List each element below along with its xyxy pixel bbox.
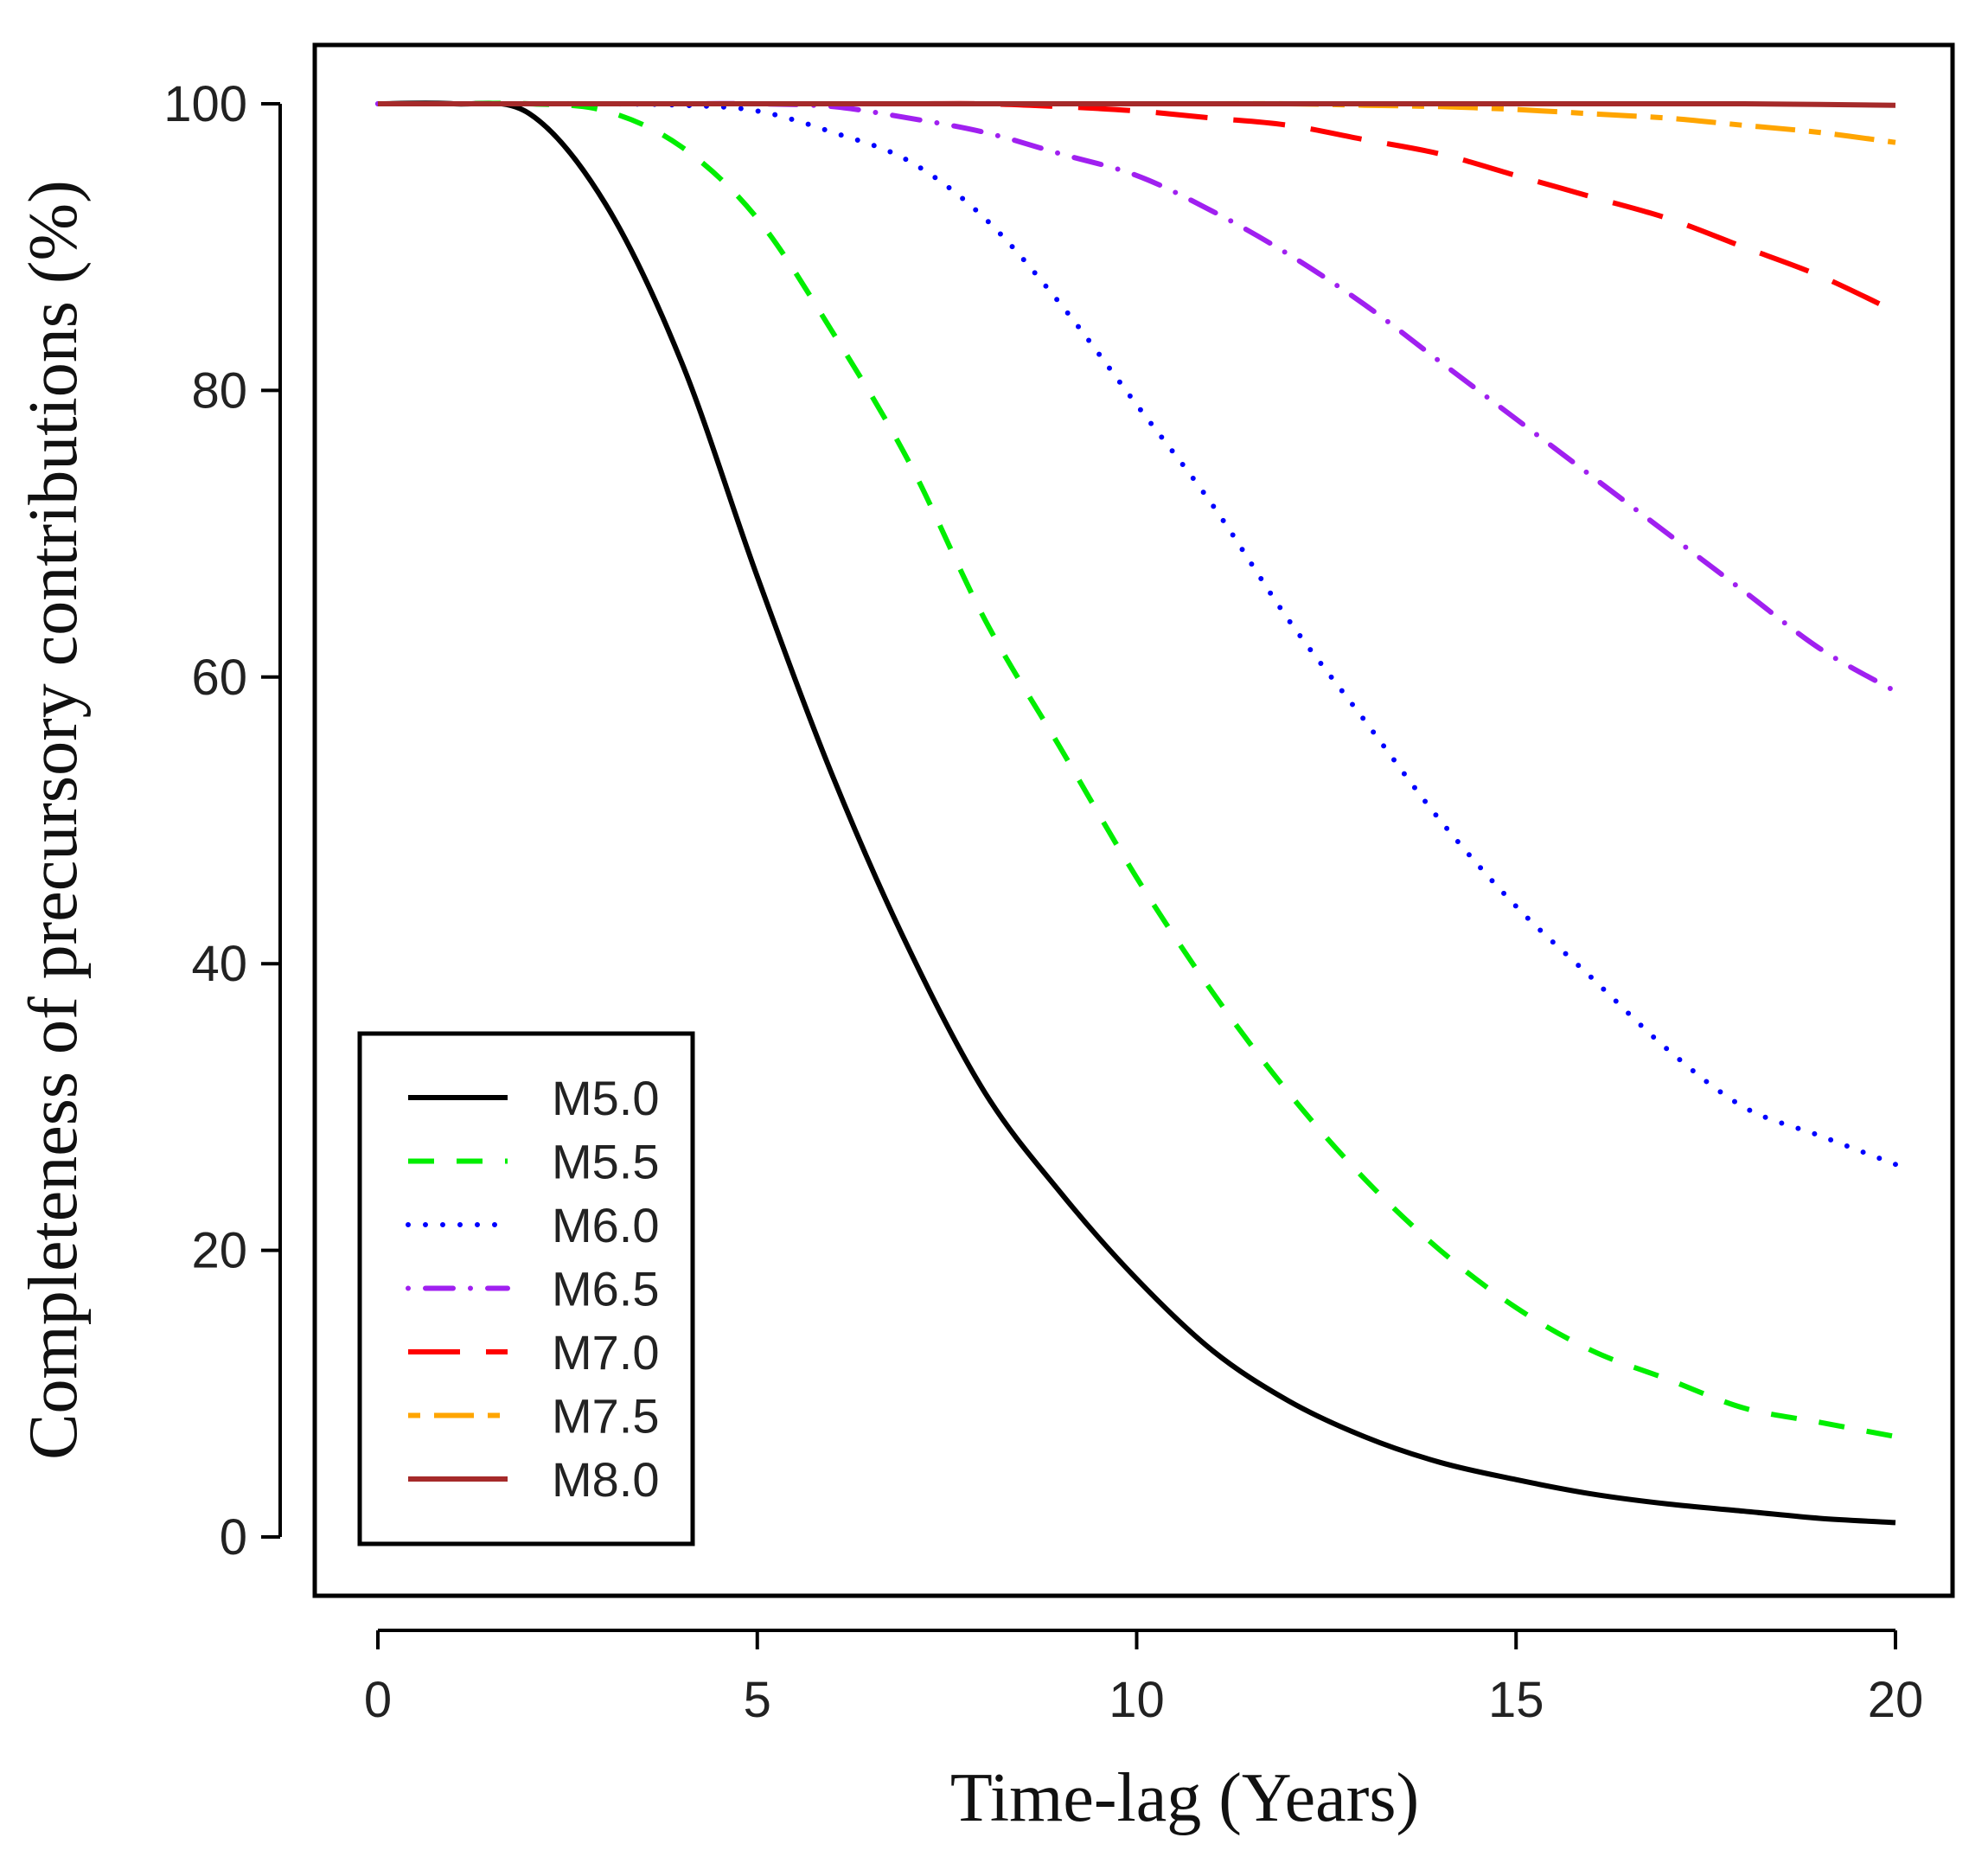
x-tick-label: 10 [1109, 1672, 1165, 1728]
legend-box [357, 1031, 695, 1546]
legend-label-m7-0: M7.0 [552, 1325, 660, 1380]
legend-label-m6-5: M6.5 [552, 1262, 660, 1316]
x-tick-label: 0 [364, 1672, 392, 1728]
y-tick-label: 60 [191, 650, 247, 706]
legend-label-m6-0: M6.0 [552, 1198, 660, 1252]
legend-label-m7-5: M7.5 [552, 1389, 660, 1444]
y-tick-label: 100 [163, 76, 247, 132]
legend-label-m5-0: M5.0 [552, 1071, 660, 1125]
series-line-m7-5 [378, 100, 1896, 145]
y-tick-label: 80 [191, 362, 247, 419]
legend-label-m5-5: M5.5 [552, 1135, 660, 1189]
series-line-m6-0 [375, 100, 1898, 1168]
legend-label-m8-0: M8.0 [552, 1452, 660, 1507]
x-tick-label: 5 [744, 1672, 771, 1728]
x-tick-label: 15 [1488, 1672, 1544, 1728]
y-axis-title: Completeness of precursory contributions… [16, 180, 92, 1460]
series-line-m6-5 [375, 100, 1898, 695]
y-tick-label: 0 [220, 1509, 247, 1565]
plot-series [375, 100, 1898, 1526]
axes: 0 20 40 60 80 100 0 5 10 15 20 [163, 76, 1923, 1728]
y-tick-label: 40 [191, 936, 247, 992]
series-line-m5-5 [378, 100, 1896, 1439]
series-line-m8-0 [378, 100, 1896, 108]
series-line-m5-0 [377, 100, 1896, 1526]
plot-frame [312, 42, 1955, 1598]
y-tick-label: 20 [191, 1223, 247, 1279]
legend: M5.0 M5.5 M6.0 M6.5 M7.0 M7.5 M8.0 [357, 1031, 695, 1546]
x-tick-label: 20 [1868, 1672, 1924, 1728]
x-axis-title: Time-lag (Years) [950, 1760, 1419, 1836]
